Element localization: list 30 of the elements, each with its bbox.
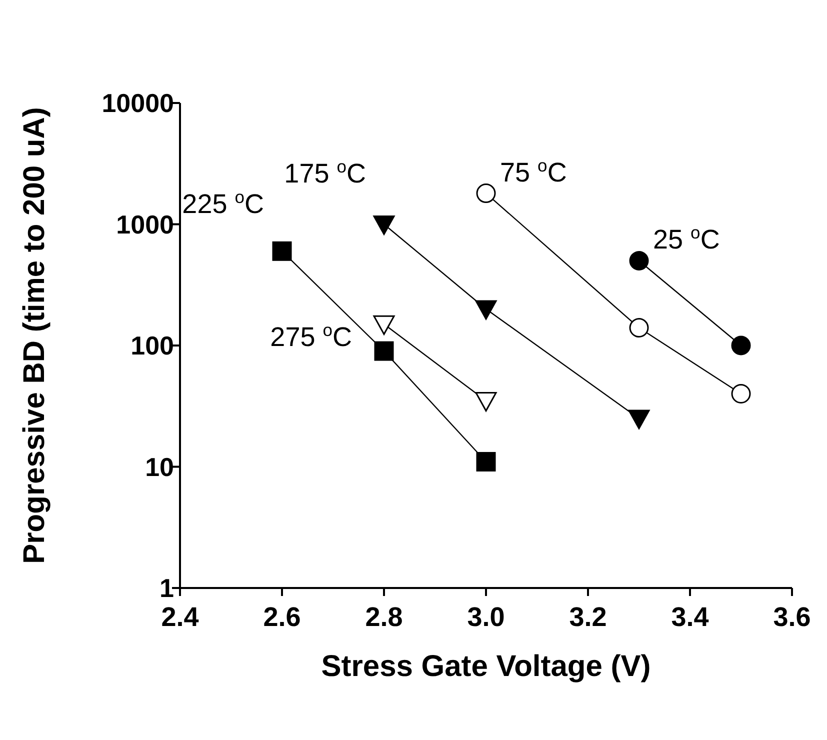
series-label: 225 $^{o}$C [182,187,264,220]
point [373,216,395,235]
series-label: 175 $^{o}$C [284,156,366,188]
series-label: 75 $^{o}$C [500,155,567,188]
point [272,241,292,261]
y-tick-label: 10000 [102,88,174,118]
point [628,410,650,430]
point [374,341,394,361]
series-label: 275 $^{o}$C [270,320,352,352]
point [629,318,649,338]
y-tick-label: 100 [130,330,174,360]
x-tick-label: 3.4 [671,602,709,632]
point [731,336,751,356]
point [629,251,649,270]
point [475,300,497,320]
point [476,452,496,472]
x-tick-label: 3.6 [773,602,811,632]
y-tick-label: 10 [145,452,174,482]
series-label: 25 $^{o}$C [653,222,720,255]
x-tick-label: 2.6 [263,602,301,632]
y-tick-label: 1 [160,573,174,603]
x-tick-label: 3.2 [569,602,607,632]
x-tick-label: 3.0 [467,602,505,632]
x-axis-title: Stress Gate Voltage (V) [321,650,651,683]
y-tick-label: 1000 [116,209,174,240]
x-tick-label: 2.8 [365,602,403,632]
point [476,184,496,204]
x-tick-label: 2.4 [161,602,199,632]
point [731,384,751,404]
y-axis-title: Progressive BD (time to 200 uA) [18,107,51,564]
